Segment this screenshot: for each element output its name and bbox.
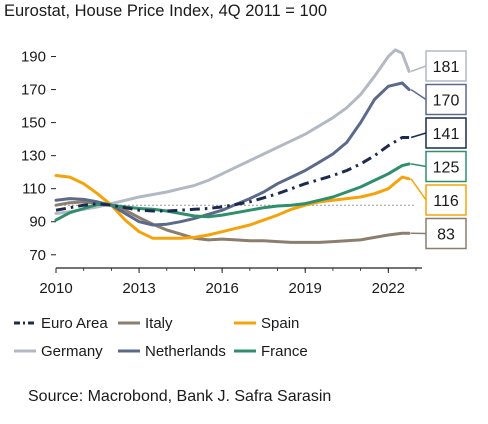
legend-label: Germany <box>41 343 103 360</box>
legend-label: Spain <box>261 315 299 332</box>
end-label-value: 125 <box>433 160 460 177</box>
x-tick-label: 2013 <box>122 280 155 297</box>
series-line-germany <box>54 48 411 215</box>
x-tick-label: 2022 <box>372 280 405 297</box>
end-label-box <box>425 50 467 82</box>
y-tick-label: 170 <box>21 82 46 99</box>
series-line-euro-area <box>55 136 410 213</box>
legend-label: Euro Area <box>41 315 108 332</box>
end-label-value: 141 <box>433 126 460 143</box>
x-tick-label: 2016 <box>205 280 238 297</box>
end-label-box <box>425 217 467 250</box>
legend-label: Italy <box>145 315 173 332</box>
y-tick-label: 190 <box>21 49 46 66</box>
end-label-value: 83 <box>437 227 455 244</box>
end-label-box <box>425 150 467 183</box>
end-label-value: 181 <box>433 59 460 76</box>
y-tick-label: 110 <box>22 181 46 198</box>
chart-title: Eurostat, House Price Index, 4Q 2011 = 1… <box>4 2 328 20</box>
series-line-france <box>54 162 411 222</box>
x-tick-label: 2010 <box>39 280 72 297</box>
y-tick-label: 90 <box>29 214 46 231</box>
x-tick-label: 2019 <box>289 280 322 297</box>
y-tick-label: 70 <box>29 247 46 264</box>
end-label-box <box>425 184 467 216</box>
end-label-value: 116 <box>433 193 459 210</box>
y-tick-label: 150 <box>21 115 46 132</box>
series-line-spain <box>54 174 411 240</box>
end-label-leader <box>410 132 427 139</box>
source-note: Source: Macrobond, Bank J. Safra Sarasin <box>28 388 332 405</box>
end-label-leader <box>410 65 427 73</box>
end-label-leader <box>410 163 427 168</box>
end-label-leader <box>410 178 427 201</box>
series-line-italy <box>54 200 411 244</box>
end-label-value: 170 <box>433 93 460 110</box>
legend-label: Netherlands <box>145 343 226 360</box>
end-label-box <box>425 83 467 116</box>
end-label-box <box>425 117 467 149</box>
end-label-leader <box>410 88 427 101</box>
legend-label: France <box>261 343 308 360</box>
y-tick-label: 130 <box>21 148 46 165</box>
